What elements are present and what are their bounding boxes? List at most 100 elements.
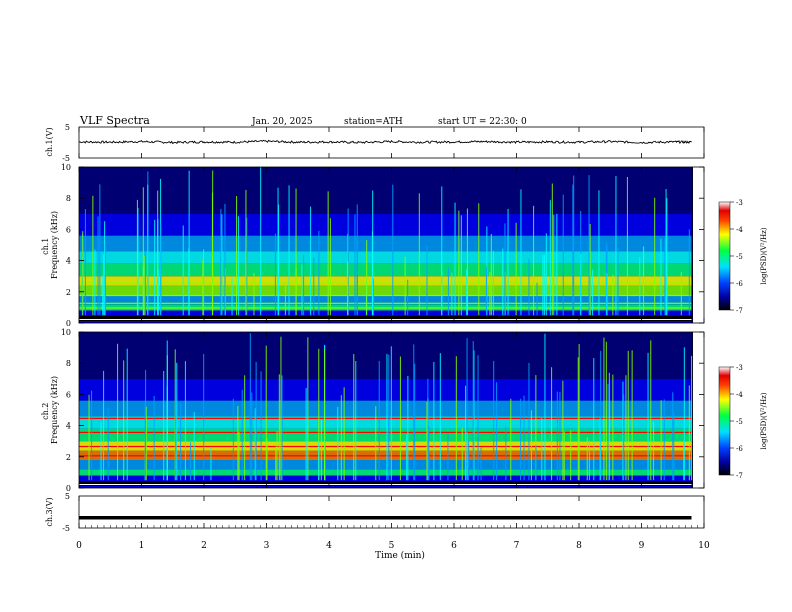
spec1-sferic xyxy=(142,187,144,316)
spec2-sferic xyxy=(505,426,507,481)
spec1-sferic xyxy=(528,259,530,316)
spec2-sferic xyxy=(623,394,625,481)
spec1-sferic xyxy=(451,272,453,316)
spec2-sferic xyxy=(318,348,320,481)
ch1-waveform-trace xyxy=(78,139,692,145)
spec2-sferic xyxy=(627,350,629,481)
colorbar-tick-label: -3 xyxy=(736,364,743,372)
spec1-sferic xyxy=(591,269,593,316)
spec1-sferic xyxy=(643,246,645,316)
colorbar-tick-label: -4 xyxy=(736,226,743,234)
spec1-sferic xyxy=(236,196,238,316)
spec1-sferic xyxy=(220,208,222,316)
spec1-sferic xyxy=(680,272,682,316)
spec2-sferic xyxy=(428,426,430,481)
ch1-waveform-ylabel: ch.1(V) xyxy=(45,127,54,156)
spec2-band xyxy=(79,378,692,401)
spec1-sferic xyxy=(515,222,517,316)
ch1-spectrogram-panel: 0 2 4 6 8 10 ch.1 Frequency (kHz) xyxy=(41,163,705,328)
spec2-sferic xyxy=(653,422,655,481)
spec2-sferic xyxy=(600,350,602,481)
spec1-sferic xyxy=(327,191,329,316)
spec2-sferic xyxy=(433,361,435,481)
spec1-sferic xyxy=(485,266,487,316)
ch1-frequency-ticks: 0 2 4 6 8 10 xyxy=(61,163,704,328)
spec1-sferic xyxy=(536,282,538,316)
start-time-label: start UT = 22:30: 0 xyxy=(438,117,527,127)
spec2-sferic xyxy=(378,360,380,481)
frequency-tick-label: 8 xyxy=(66,359,71,368)
spec2-sferic xyxy=(175,394,177,481)
spec2-sferic xyxy=(320,419,322,481)
spec2-sferic xyxy=(622,381,624,481)
ch1-colorbar-scale xyxy=(718,201,731,311)
spec2-sferic xyxy=(535,445,537,481)
time-axis: 0 1 2 3 4 5 6 7 8 9 10 xyxy=(76,127,710,551)
spec1-sferic xyxy=(418,193,420,316)
spec2-sferic xyxy=(386,353,388,481)
spec2-sferic xyxy=(180,403,182,481)
spec1-sferic xyxy=(246,217,248,316)
spec2-sferic xyxy=(324,349,326,481)
station-label: station=ATH xyxy=(344,117,403,127)
frequency-tick-label: 8 xyxy=(66,194,71,203)
spec2-sferic xyxy=(255,361,257,481)
spec2-sferic xyxy=(468,440,470,481)
spec1-sferic xyxy=(147,184,149,316)
spec1-sferic xyxy=(347,261,349,316)
colorbar-tick-label: -7 xyxy=(736,472,743,480)
spec1-band xyxy=(79,167,692,214)
spec2-sferic xyxy=(461,427,463,481)
spec2-sferic xyxy=(493,360,495,481)
spec2-sferic xyxy=(276,431,278,481)
spec2-sferic xyxy=(184,361,186,481)
spec1-sferic xyxy=(556,213,558,316)
spec1-sferic xyxy=(182,225,184,316)
ch2-spectrogram-image xyxy=(79,332,693,488)
time-tick-label: 5 xyxy=(389,541,395,551)
frequency-tick-label: 4 xyxy=(66,257,71,266)
spec2-sferic xyxy=(278,374,280,481)
spec2-sferic xyxy=(439,353,441,481)
spec1-sferic xyxy=(612,274,614,316)
ch2-colorbar-ticks: -3 -4 -5 -6 -7 xyxy=(730,364,743,480)
spec1-band xyxy=(79,294,692,305)
time-tick-label: 1 xyxy=(139,541,145,551)
spec1-sferic xyxy=(441,186,443,316)
ch1-frequency-label: Frequency (kHz) xyxy=(50,211,59,279)
spec2-sferic xyxy=(523,395,525,481)
spec1-sferic xyxy=(545,233,547,316)
spec1-sferic xyxy=(97,216,99,316)
spec2-sferic xyxy=(660,400,662,481)
spec2-sferic xyxy=(672,392,674,481)
ch1-spectrogram-ylabel: ch.1 Frequency (kHz) xyxy=(41,211,59,279)
spec2-sferic xyxy=(607,383,609,481)
frequency-tick-label: 2 xyxy=(66,453,71,462)
spec2-sferic xyxy=(100,422,102,481)
spec1-sferic xyxy=(551,183,553,316)
spec1-sferic xyxy=(303,255,305,316)
spec1-sferic xyxy=(580,253,582,316)
spec1-sferic xyxy=(278,204,280,316)
spec1-sferic xyxy=(284,281,286,316)
spec1-baseline-gap xyxy=(79,319,692,320)
spec2-sferic xyxy=(103,370,105,481)
spec1-sferic xyxy=(372,278,374,316)
spec2-line xyxy=(79,431,692,433)
spec1-sferic xyxy=(654,197,656,316)
spec1-sferic xyxy=(329,218,331,316)
colorbar-tick-label: -6 xyxy=(736,445,743,453)
spec2-sferic xyxy=(190,442,192,481)
spec2-sferic xyxy=(414,363,416,481)
spec2-sferic xyxy=(625,375,627,481)
spec1-sferic xyxy=(606,273,608,316)
colorbar-tick-label: -6 xyxy=(736,280,743,288)
ch2-spectrogram-panel: 0 2 4 6 8 10 ch.2 Frequency (kHz) xyxy=(41,328,705,493)
spec1-sferic xyxy=(489,271,491,316)
spec2-baseline xyxy=(79,481,692,486)
time-tick-label: 4 xyxy=(326,541,332,551)
spec1-sferic xyxy=(490,234,492,316)
spec2-sferic xyxy=(608,372,610,481)
spec2-sferic xyxy=(203,354,205,481)
spec2-sferic xyxy=(318,442,320,481)
